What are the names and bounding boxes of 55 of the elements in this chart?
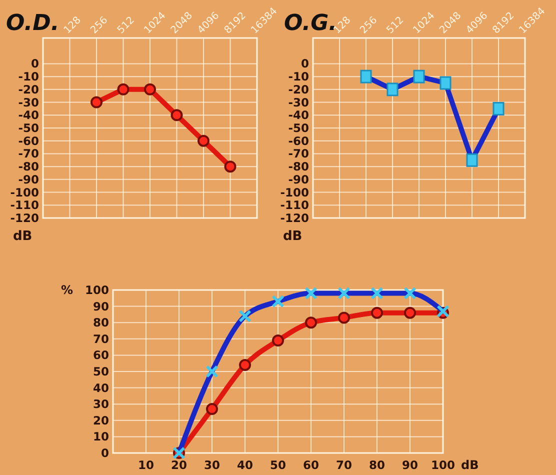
x-tick-label: 30 — [204, 458, 220, 472]
y-tick-label: -100 — [280, 185, 309, 200]
x-tick-label: 50 — [270, 458, 286, 472]
y-tick-label: -80 — [18, 160, 39, 174]
y-tick-label: -110 — [10, 198, 39, 212]
y-tick-label: -40 — [288, 108, 309, 122]
y-tick-label: 60 — [92, 348, 109, 362]
y-tick-label: -40 — [18, 108, 39, 122]
y-tick-label: -70 — [18, 146, 39, 161]
x-tick-label: 20 — [170, 458, 188, 472]
y-tick-label: 100 — [84, 283, 109, 298]
y-axis-title: dB — [13, 229, 32, 244]
x-tick-label: 70 — [336, 458, 352, 472]
y-tick-label: 40 — [92, 380, 109, 395]
x-tick-label: 80 — [368, 458, 386, 472]
x-axis-title: dB — [461, 458, 479, 472]
y-tick-label: 0 — [300, 56, 309, 71]
y-tick-label: -90 — [18, 172, 39, 186]
y-tick-label: -10 — [18, 70, 39, 84]
y-tick-label: 0 — [100, 446, 109, 460]
y-tick-label: -70 — [288, 146, 309, 161]
y-tick-label: -50 — [288, 121, 309, 136]
x-tick-label: 512 — [116, 14, 137, 36]
x-tick-label: 128 — [62, 14, 84, 36]
x-tick-label: 100 — [430, 458, 456, 472]
x-tick-label: 40 — [236, 458, 254, 472]
y-tick-label: -60 — [288, 134, 309, 148]
y-axis-title: % — [60, 283, 73, 297]
y-tick-label: -100 — [10, 185, 39, 200]
y-tick-label: -20 — [288, 82, 309, 96]
x-tick-label: 90 — [402, 458, 418, 472]
y-axis-title: dB — [283, 229, 302, 244]
y-tick-label: 10 — [92, 430, 109, 444]
chart-title: O.D. — [6, 11, 60, 36]
y-tick-label: 50 — [92, 364, 109, 379]
y-tick-label: 80 — [92, 316, 109, 330]
y-tick-label: 70 — [92, 332, 109, 346]
x-tick-label: 10 — [138, 458, 154, 472]
x-tick-label: 60 — [302, 458, 320, 472]
y-tick-label: -80 — [288, 160, 309, 174]
y-tick-label: 30 — [92, 397, 109, 412]
y-tick-label: 0 — [30, 56, 39, 71]
y-tick-label: -120 — [10, 211, 39, 226]
y-tick-label: -50 — [18, 121, 39, 136]
y-tick-label: 90 — [92, 299, 109, 314]
y-tick-label: -90 — [288, 172, 309, 186]
y-tick-label: -30 — [288, 95, 309, 110]
y-tick-label: 20 — [92, 413, 109, 428]
y-tick-label: -120 — [280, 211, 309, 226]
y-tick-label: -30 — [18, 95, 39, 110]
y-tick-label: -20 — [18, 82, 39, 96]
x-tick-label: 512 — [384, 14, 406, 36]
y-tick-label: -60 — [18, 134, 39, 148]
y-tick-label: -110 — [280, 198, 309, 212]
y-tick-label: -10 — [288, 70, 309, 84]
